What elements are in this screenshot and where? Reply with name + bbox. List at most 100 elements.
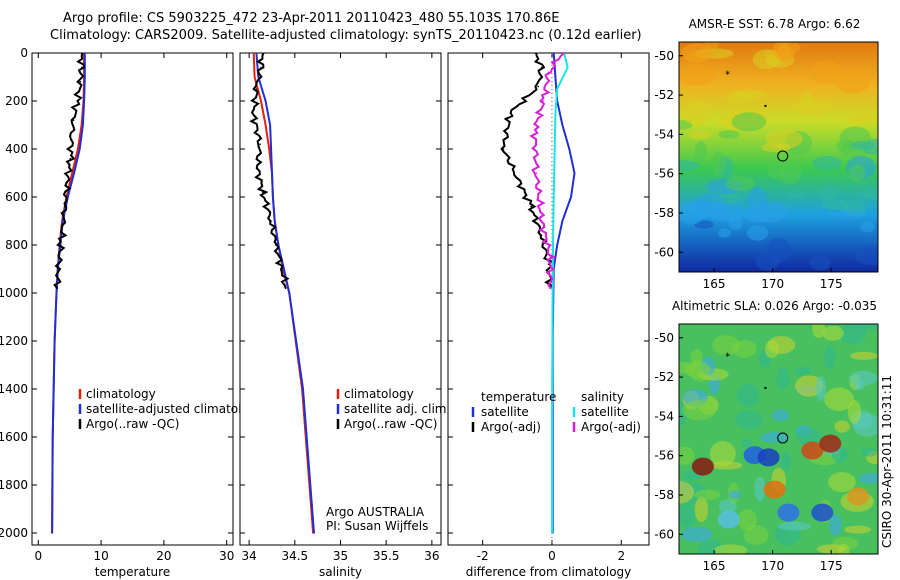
- sla-anomaly: [847, 487, 870, 506]
- data-point: [270, 220, 272, 222]
- data-point: [272, 196, 274, 198]
- sla-blob: [824, 387, 854, 411]
- sst-blob: [726, 91, 755, 104]
- sst-blob: [694, 141, 707, 163]
- data-point: [556, 244, 558, 246]
- data-point: [79, 81, 82, 83]
- figure-title-line1: Argo profile: CS 5903225_472 23-Apr-2011…: [63, 11, 560, 26]
- sst-blob: [799, 91, 814, 116]
- sst-blob: [850, 140, 876, 151]
- x-tick-label: 10: [93, 549, 108, 563]
- float-track-point: [764, 386, 767, 389]
- sst-blob: [761, 142, 791, 153]
- data-point: [83, 53, 86, 54]
- sla-blob: [858, 472, 878, 484]
- profile-panel-1: 0 10 20 30 0 200 400 600 800 1000 1200 1400 1600 1800…: [0, 46, 264, 579]
- data-point: [552, 196, 555, 198]
- data-point: [554, 76, 557, 78]
- data-point: [540, 66, 543, 69]
- data-point: [502, 148, 505, 150]
- sst-blob: [809, 256, 831, 271]
- data-point: [530, 205, 532, 208]
- data-point: [82, 124, 84, 126]
- data-point: [71, 172, 73, 174]
- credit-label: CSIRO 30-Apr-2011 10:31:11: [880, 375, 894, 548]
- y-tick-label: 1800: [0, 478, 28, 492]
- map-y-tick-label: -50: [654, 49, 674, 63]
- legend-label: Argo(-adj): [581, 420, 641, 434]
- sst-blob: [718, 130, 740, 139]
- sla-blob: [823, 345, 836, 370]
- x-axis-label: salinity: [319, 565, 362, 579]
- legend-label: temperature: [481, 390, 556, 404]
- x-axis-label: difference from climatology: [466, 565, 632, 579]
- map-title: AMSR-E SST: 6.78 Argo: 6.62: [689, 17, 861, 31]
- map-y-tick-label: -56: [654, 167, 674, 181]
- sst-blob: [846, 116, 866, 126]
- plot-frame: [447, 52, 650, 546]
- y-tick-label: 1400: [0, 382, 28, 396]
- legend-label: satellite-adjusted climatology: [86, 402, 264, 416]
- sst-blob: [812, 155, 842, 171]
- float-track-marker: *: [725, 69, 730, 80]
- data-point: [268, 148, 271, 150]
- sst-blob: [860, 188, 878, 200]
- y-tick-label: 2000: [0, 526, 28, 540]
- sla-blob: [778, 521, 811, 531]
- sla-anomaly: [811, 503, 834, 522]
- sla-blob: [816, 544, 845, 554]
- legend-label: satellite adj. clim.: [344, 402, 450, 416]
- data-point: [259, 143, 261, 145]
- legend-label: satellite: [481, 405, 529, 419]
- sla-blob: [679, 446, 695, 465]
- x-tick-label: 35.5: [373, 549, 400, 563]
- sst-blob: [679, 160, 701, 171]
- x-tick-label: 0: [34, 549, 42, 563]
- map-y-tick-label: -56: [654, 449, 674, 463]
- sla-blob: [735, 410, 763, 430]
- y-tick-label: 600: [5, 190, 28, 204]
- series-line-argo-raw-qc-: [53, 53, 86, 289]
- map-y-tick-label: -54: [654, 409, 674, 423]
- y-tick-label: 400: [5, 142, 28, 156]
- data-point: [76, 100, 79, 102]
- float-track-point: [764, 104, 767, 107]
- data-point: [61, 225, 64, 227]
- data-point: [253, 76, 256, 78]
- sla-blob: [796, 428, 822, 446]
- sst-blob: [778, 45, 795, 63]
- sla-blob: [847, 400, 862, 424]
- map-x-tick-label: 165: [703, 559, 726, 573]
- data-point: [551, 412, 553, 414]
- data-point: [70, 138, 73, 141]
- legend-label: satellite: [581, 405, 629, 419]
- annotation-text: PI: Susan Wijffels: [326, 519, 428, 533]
- sst-map-panel: AMSR-E SST: 6.78 Argo: 6.62 165 170 175 -50 -…: [654, 17, 879, 291]
- data-point: [281, 268, 283, 270]
- sla-blob: [850, 351, 878, 360]
- data-point: [252, 53, 255, 54]
- y-tick-label: 1200: [0, 334, 28, 348]
- data-point: [270, 148, 272, 150]
- data-point: [269, 124, 271, 126]
- sst-blob: [822, 199, 851, 210]
- data-point: [57, 268, 60, 270]
- sla-blob: [812, 324, 826, 339]
- sla-blob: [822, 325, 844, 341]
- data-point: [260, 66, 262, 69]
- sst-blob: [679, 63, 716, 86]
- data-point: [60, 244, 62, 246]
- series-line-salinity-satellite: [551, 53, 569, 533]
- data-point: [547, 71, 550, 73]
- data-point: [552, 53, 555, 54]
- x-tick-label: 30: [219, 549, 234, 563]
- data-point: [516, 177, 519, 179]
- sst-blob: [712, 150, 726, 177]
- sst-blob: [731, 112, 767, 132]
- plot-frame: [31, 52, 234, 546]
- y-tick-label: 1600: [0, 430, 28, 444]
- map-y-tick-label: -60: [654, 245, 674, 259]
- data-point: [549, 256, 552, 258]
- sla-blob: [684, 361, 711, 378]
